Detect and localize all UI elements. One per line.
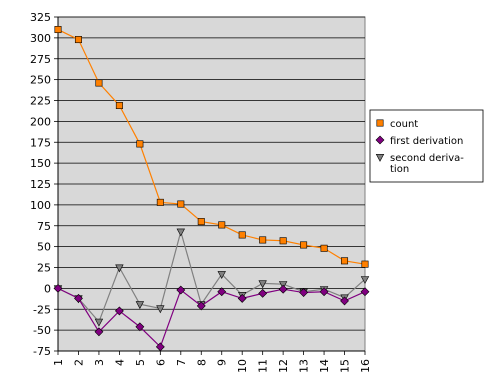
data-point — [94, 318, 104, 327]
data-point — [259, 236, 267, 244]
data-point — [176, 228, 186, 237]
x-tick-label: 9 — [216, 359, 229, 366]
y-tick-label: 275 — [30, 53, 51, 66]
x-tick-label: 11 — [257, 359, 270, 373]
y-tick-label: 300 — [30, 32, 51, 45]
x-tick-label: 15 — [339, 359, 352, 373]
series-line — [57, 287, 366, 348]
data-point — [176, 285, 186, 295]
data-point — [115, 264, 124, 273]
data-point — [320, 244, 328, 252]
legend-label-line: count — [390, 119, 418, 130]
legend-label-line: second deriva- — [390, 153, 464, 164]
data-point — [155, 342, 165, 352]
y-tick-label: 200 — [30, 115, 51, 128]
series-0 — [54, 26, 369, 268]
data-point — [360, 287, 370, 297]
series-line — [57, 28, 366, 265]
data-point — [114, 306, 124, 316]
data-point — [94, 327, 104, 337]
data-point — [237, 293, 247, 303]
data-point — [340, 296, 349, 306]
y-tick-label: 75 — [37, 220, 51, 233]
data-point — [319, 287, 329, 297]
legend-marker — [375, 154, 385, 162]
data-point — [74, 36, 82, 44]
data-point — [135, 322, 145, 332]
data-point — [217, 287, 227, 297]
data-point — [156, 305, 165, 314]
data-point — [95, 79, 103, 87]
y-tick-label: -25 — [33, 303, 51, 316]
data-point — [135, 301, 145, 310]
data-point — [218, 221, 226, 229]
data-point — [53, 283, 63, 293]
x-tick-label: 7 — [175, 359, 188, 366]
x-tick-label: 6 — [154, 359, 167, 366]
plot-area: 3253002752502252001751501251007550250-25… — [30, 11, 372, 373]
x-tick-label: 2 — [72, 359, 85, 366]
data-point — [258, 288, 268, 298]
data-point — [156, 198, 164, 206]
data-point — [196, 301, 206, 311]
data-point — [197, 218, 205, 226]
data-point — [177, 200, 185, 208]
data-point — [300, 241, 308, 249]
y-tick-label: 100 — [30, 199, 51, 212]
data-point — [238, 231, 246, 239]
x-tick-label: 14 — [318, 359, 331, 373]
data-point — [54, 26, 62, 34]
x-tick-label: 13 — [298, 359, 311, 373]
y-tick-label: 0 — [44, 282, 51, 295]
legend-label-line: first derivation — [390, 136, 463, 147]
x-tick-label: 8 — [195, 359, 208, 366]
legend-label: first derivation — [390, 136, 463, 147]
data-point — [136, 140, 144, 148]
legend: count first derivation second deriva-tion — [369, 109, 484, 183]
y-tick-label: 250 — [30, 74, 51, 87]
data-point — [278, 284, 288, 294]
y-tick-label: 50 — [37, 241, 51, 254]
data-point — [258, 280, 267, 289]
y-tick-label: 125 — [30, 178, 51, 191]
y-tick-label: -50 — [33, 324, 51, 337]
data-point — [341, 257, 349, 265]
y-tick-label: 25 — [37, 262, 51, 275]
y-tick-label: 150 — [30, 157, 51, 170]
data-point — [361, 260, 369, 268]
x-tick-label: 1 — [52, 359, 65, 366]
legend-marker — [376, 119, 384, 127]
series-1 — [53, 283, 370, 352]
x-tick-label: 12 — [277, 359, 290, 373]
y-tick-label: 325 — [30, 11, 51, 24]
legend-label-line: tion — [390, 164, 409, 175]
legend-marker — [375, 135, 385, 145]
x-tick-label: 5 — [134, 359, 147, 366]
legend-label: count — [390, 119, 418, 130]
x-tick-label: 10 — [236, 359, 249, 373]
series-line — [57, 229, 366, 323]
y-tick-label: -75 — [33, 345, 51, 358]
x-tick-label: 16 — [359, 359, 372, 373]
y-tick-label: 225 — [30, 95, 51, 108]
data-point — [74, 293, 83, 303]
data-point — [299, 288, 309, 297]
legend-label: second deriva-tion — [390, 153, 464, 175]
data-point — [279, 237, 287, 245]
x-tick-label: 3 — [93, 359, 106, 366]
y-tick-label: 175 — [30, 136, 51, 149]
data-point — [360, 276, 370, 285]
data-point — [115, 102, 123, 110]
legend-box — [369, 109, 484, 183]
data-point — [217, 271, 226, 280]
x-tick-label: 4 — [113, 359, 126, 366]
